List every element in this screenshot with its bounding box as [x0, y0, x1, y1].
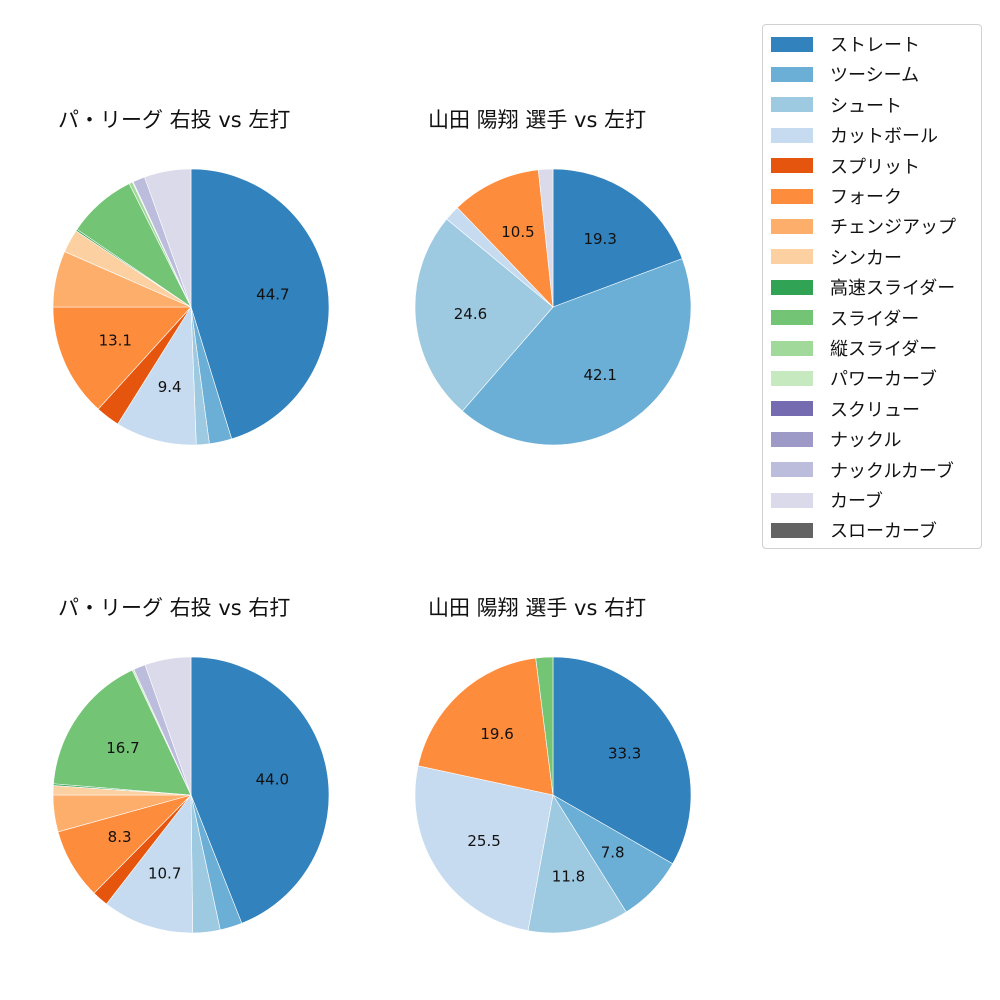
- slice-label: 10.7: [148, 865, 181, 883]
- legend-item: スローカーブ: [771, 517, 937, 543]
- pie-slice: [144, 168, 192, 308]
- legend-item: ナックル: [771, 426, 901, 452]
- legend-swatch: [771, 249, 813, 265]
- legend-item: 高速スライダー: [771, 274, 955, 300]
- legend-label: スライダー: [830, 308, 920, 330]
- slice-label: 24.6: [454, 305, 487, 323]
- legend-item: ストレート: [771, 31, 920, 57]
- slice-label: 19.6: [480, 725, 513, 743]
- pie-slice: [537, 168, 554, 308]
- legend-label: ツーシーム: [830, 65, 920, 87]
- legend-item: フォーク: [771, 183, 902, 209]
- legend-label: フォーク: [830, 187, 902, 208]
- pie-chart-3: 33.3 7.8 11.8 25.5 19.6: [414, 656, 692, 934]
- legend-item: カーブ: [771, 487, 883, 513]
- legend: ストレートツーシームシュートカットボール スプリットフォークチェンジアップ シンカー…: [762, 24, 982, 549]
- legend-swatch: [771, 522, 813, 538]
- legend-label: ストレート: [830, 35, 920, 56]
- legend-label: ナックルカーブ: [830, 460, 954, 482]
- legend-label: シンカー: [830, 247, 902, 269]
- legend-item: チェンジアップ: [771, 213, 956, 239]
- legend-swatch: [771, 370, 813, 386]
- legend-item: シュート: [771, 92, 902, 118]
- legend-item: スプリット: [771, 153, 920, 179]
- legend-label: カットボール: [830, 126, 938, 148]
- legend-label: ナックル: [830, 430, 902, 452]
- pie-slice: [190, 656, 330, 924]
- legend-item: スライダー: [771, 305, 919, 331]
- legend-swatch: [771, 401, 813, 417]
- legend-swatch: [771, 66, 813, 82]
- pie-slice: [117, 306, 197, 446]
- slice-label: 25.5: [467, 832, 500, 850]
- pie-slice: [456, 169, 554, 308]
- slice-label: 9.4: [158, 378, 182, 396]
- slice-label: 7.8: [601, 843, 625, 861]
- pie-slice: [414, 218, 554, 412]
- slice-label: 11.8: [552, 867, 585, 885]
- slice-label: 44.7: [256, 286, 289, 304]
- legend-item: ツーシーム: [771, 61, 919, 87]
- slice-label: 44.0: [256, 770, 289, 788]
- legend-item: カットボール: [771, 122, 938, 148]
- legend-label: スローカーブ: [830, 521, 937, 543]
- legend-label: スクリュー: [830, 399, 920, 421]
- legend-swatch: [771, 158, 813, 174]
- pie-chart-0: 44.7 9.4 13.1: [52, 168, 330, 446]
- chart-title-yamada-vs-right: 山田 陽翔 選手 vs 右打: [428, 596, 647, 620]
- legend-item: ナックルカーブ: [771, 457, 954, 483]
- pie-slice: [552, 168, 683, 308]
- legend-swatch: [771, 279, 813, 295]
- legend-swatch: [771, 36, 813, 52]
- pie-slice: [414, 765, 554, 932]
- legend-label: 縦スライダー: [830, 339, 938, 360]
- legend-item: 縦スライダー: [771, 335, 937, 361]
- pie-slice: [417, 657, 554, 796]
- legend-label: カーブ: [830, 491, 883, 512]
- pie-slice: [535, 656, 554, 796]
- legend-label: スプリット: [830, 156, 920, 178]
- pie-slice: [52, 306, 192, 410]
- legend-item: スクリュー: [771, 396, 920, 422]
- slice-label: 19.3: [583, 230, 616, 248]
- legend-item: シンカー: [771, 244, 902, 270]
- chart-title-pl-vs-right: パ・リーグ 右投 vs 右打: [58, 596, 291, 620]
- pie-slice: [461, 258, 692, 446]
- slice-label: 42.1: [583, 366, 616, 384]
- legend-swatch: [771, 340, 813, 356]
- chart-title-pl-vs-left: パ・リーグ 右投 vs 左打: [58, 108, 291, 132]
- pie-chart-2: 44.0 10.7 8.3 16.7: [52, 656, 330, 934]
- legend-swatch: [771, 431, 813, 447]
- chart-title-yamada-vs-left: 山田 陽翔 選手 vs 左打: [428, 108, 647, 132]
- legend-swatch: [771, 218, 813, 234]
- legend-swatch: [771, 188, 813, 204]
- slice-label: 10.5: [501, 223, 534, 241]
- pie-slice: [552, 656, 692, 865]
- pie-slice: [527, 794, 627, 934]
- legend-item: パワーカーブ: [771, 365, 937, 391]
- slice-label: 13.1: [99, 332, 132, 350]
- legend-label: パワーカーブ: [830, 369, 937, 391]
- legend-swatch: [771, 492, 813, 508]
- pie-slice: [53, 669, 192, 796]
- pie-slice: [105, 794, 194, 934]
- pie-chart-1: 19.3 42.1 24.6 10.5: [414, 168, 692, 446]
- legend-swatch: [771, 462, 813, 478]
- pie-slice: [190, 168, 330, 440]
- legend-swatch: [771, 310, 813, 326]
- legend-label: チェンジアップ: [830, 217, 956, 239]
- pie-slice: [144, 656, 192, 796]
- legend-swatch: [771, 97, 813, 113]
- legend-label: シュート: [830, 95, 902, 117]
- slice-label: 8.3: [108, 828, 132, 846]
- slice-label: 33.3: [608, 745, 641, 763]
- legend-swatch: [771, 127, 813, 143]
- legend-label: 高速スライダー: [830, 278, 956, 300]
- slice-label: 16.7: [106, 739, 139, 757]
